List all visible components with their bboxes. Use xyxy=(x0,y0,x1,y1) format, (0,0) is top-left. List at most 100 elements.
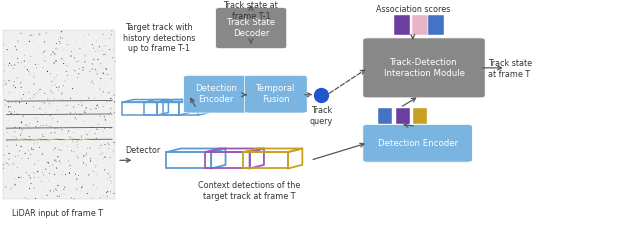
Point xyxy=(70,172,81,176)
Text: Association scores: Association scores xyxy=(376,5,450,14)
Point xyxy=(76,190,86,193)
Point xyxy=(100,92,110,96)
Point xyxy=(92,72,102,76)
Text: Track state
at frame T: Track state at frame T xyxy=(488,59,532,79)
Point xyxy=(12,112,22,116)
Point xyxy=(27,39,37,43)
Point xyxy=(50,131,60,135)
Point xyxy=(1,80,12,84)
Point xyxy=(50,52,60,56)
Point xyxy=(46,124,56,128)
Point xyxy=(80,131,90,135)
Point xyxy=(82,133,92,137)
Point xyxy=(92,39,102,43)
Point xyxy=(106,101,116,105)
Point xyxy=(65,120,75,124)
Point xyxy=(70,69,81,73)
Point xyxy=(45,124,55,128)
Point xyxy=(15,180,25,184)
Point xyxy=(1,127,12,131)
Point xyxy=(91,69,101,73)
Point xyxy=(25,59,35,63)
Point xyxy=(67,50,77,53)
Point xyxy=(103,73,113,76)
Point xyxy=(15,81,26,85)
Point xyxy=(40,175,50,179)
Text: Detection
Encoder: Detection Encoder xyxy=(195,84,237,104)
Point xyxy=(75,113,85,116)
Point xyxy=(103,172,113,175)
Point xyxy=(109,141,119,144)
Point xyxy=(67,139,77,143)
Point xyxy=(90,132,100,135)
Point xyxy=(13,148,24,151)
Point xyxy=(69,56,79,60)
Point xyxy=(56,36,66,40)
Point xyxy=(90,96,100,100)
Point xyxy=(4,100,14,104)
Point xyxy=(100,143,110,146)
Point xyxy=(40,91,50,95)
Point xyxy=(8,84,19,88)
Point xyxy=(46,53,56,57)
Point xyxy=(82,192,92,195)
Point xyxy=(78,34,88,37)
Point xyxy=(16,120,26,124)
Point xyxy=(10,44,20,48)
Point xyxy=(81,111,91,114)
Point xyxy=(26,127,36,130)
Point xyxy=(38,124,49,128)
Point xyxy=(37,152,47,156)
Point xyxy=(109,111,120,114)
Point xyxy=(104,174,115,177)
Point xyxy=(87,79,97,83)
Point xyxy=(92,173,102,177)
Point xyxy=(29,186,39,190)
Point xyxy=(36,69,47,73)
Point xyxy=(1,103,11,107)
Point xyxy=(15,133,26,137)
Point xyxy=(59,187,69,191)
Text: LiDAR input of frame T: LiDAR input of frame T xyxy=(12,209,103,218)
Point xyxy=(13,165,23,169)
Point xyxy=(51,126,61,130)
Point xyxy=(90,50,100,54)
Point xyxy=(101,37,111,41)
Point xyxy=(108,149,118,153)
Point xyxy=(22,197,32,201)
Point xyxy=(65,164,75,167)
Point xyxy=(108,88,118,92)
Point xyxy=(79,110,90,114)
Point xyxy=(92,103,102,107)
Point xyxy=(94,112,104,116)
Point xyxy=(102,195,112,199)
Point xyxy=(4,157,14,161)
Point xyxy=(95,146,105,150)
Point xyxy=(66,30,76,34)
Point xyxy=(56,148,67,152)
Point xyxy=(14,101,24,104)
Point xyxy=(31,91,42,95)
Point xyxy=(93,58,103,62)
Point xyxy=(19,165,29,169)
Point xyxy=(50,158,60,162)
Point xyxy=(49,173,60,176)
Point xyxy=(92,186,102,190)
Point xyxy=(21,123,31,127)
Point xyxy=(45,114,56,117)
Point xyxy=(6,79,16,83)
Point xyxy=(66,135,76,139)
Point xyxy=(85,156,95,160)
Point xyxy=(35,88,45,91)
Point xyxy=(104,165,114,169)
Point xyxy=(29,171,39,175)
Text: Track State
Decoder: Track State Decoder xyxy=(227,18,275,38)
Point xyxy=(99,194,109,198)
Point xyxy=(29,71,39,75)
Point xyxy=(4,79,14,82)
Point xyxy=(96,143,106,147)
Point xyxy=(3,63,13,67)
Point xyxy=(76,135,86,139)
Point xyxy=(43,161,53,165)
Point xyxy=(12,143,22,147)
